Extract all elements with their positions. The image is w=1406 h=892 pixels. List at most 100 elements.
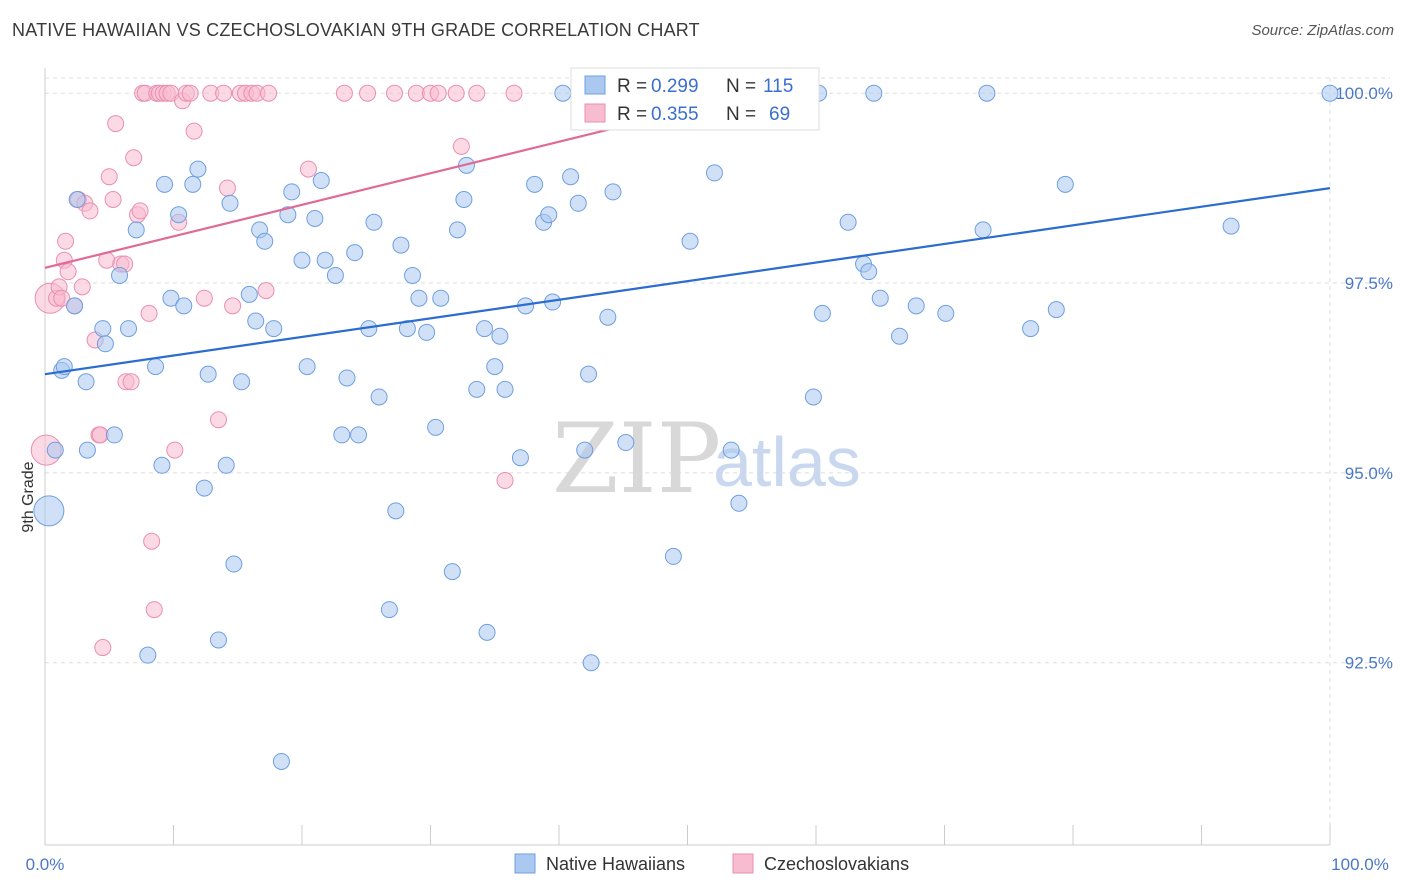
native-hawaiians-point bbox=[705, 164, 723, 182]
native-hawaiians-point bbox=[46, 441, 64, 459]
native-hawaiians-point bbox=[813, 304, 831, 322]
chart-title: NATIVE HAWAIIAN VS CZECHOSLOVAKIAN 9TH G… bbox=[12, 20, 700, 40]
native-hawaiians-point bbox=[279, 206, 297, 224]
legend-swatch-pink bbox=[584, 103, 606, 123]
czechoslovakians-point bbox=[53, 289, 71, 307]
native-hawaiians-point bbox=[860, 263, 878, 281]
native-hawaiians-point bbox=[175, 297, 193, 315]
legend-r-label-2: R = bbox=[617, 104, 647, 125]
y-tick-label: 92.5% bbox=[1345, 654, 1393, 673]
native-hawaiians-point bbox=[105, 426, 123, 444]
czechoslovakians-point bbox=[131, 202, 149, 220]
legend-r-value-1: 0.299 bbox=[651, 76, 699, 97]
native-hawaiians-point bbox=[427, 418, 445, 436]
native-hawaiians-point bbox=[468, 380, 486, 398]
czechoslovakians-point bbox=[140, 304, 158, 322]
native-hawaiians-point bbox=[120, 320, 138, 338]
native-hawaiians-point bbox=[256, 232, 274, 250]
native-hawaiians-point bbox=[370, 388, 388, 406]
native-hawaiians-point bbox=[526, 175, 544, 193]
native-hawaiians-point bbox=[730, 494, 748, 512]
native-hawaiians-point bbox=[68, 191, 86, 209]
native-hawaiians-point bbox=[293, 251, 311, 269]
czechoslovakians-point bbox=[447, 84, 465, 102]
legend-r-value-2: 0.355 bbox=[651, 104, 699, 125]
czechoslovakians-point bbox=[181, 84, 199, 102]
y-tick-labels: 92.5% 95.0% 97.5% 100.0% bbox=[1335, 84, 1393, 673]
native-hawaiians-point bbox=[617, 434, 635, 452]
y-tick-label: 95.0% bbox=[1345, 464, 1393, 483]
native-hawaiians-point bbox=[404, 266, 422, 284]
native-hawaiians-point bbox=[199, 365, 217, 383]
native-hawaiians-point bbox=[380, 601, 398, 619]
czechoslovakians-point bbox=[59, 263, 77, 281]
native-hawaiians-point bbox=[77, 373, 95, 391]
native-hawaiians-point bbox=[272, 752, 290, 770]
native-hawaiians-point bbox=[1222, 217, 1240, 235]
native-hawaiians-trendline bbox=[44, 187, 1331, 376]
native-hawaiians-point bbox=[283, 183, 301, 201]
native-hawaiians-point bbox=[247, 312, 265, 330]
native-hawaiians-point bbox=[94, 320, 112, 338]
czechoslovakians-point bbox=[215, 84, 233, 102]
czechoslovakians-point bbox=[100, 168, 118, 186]
czechoslovakians-point bbox=[468, 84, 486, 102]
czechoslovakians-point bbox=[359, 84, 377, 102]
czechoslovakians-point bbox=[145, 601, 163, 619]
bottom-legend-swatch-blue bbox=[514, 853, 536, 874]
native-hawaiians-point bbox=[265, 320, 283, 338]
czechoslovakians-point bbox=[195, 289, 213, 307]
czechoslovakians-point bbox=[452, 137, 470, 155]
native-hawaiians-point bbox=[66, 297, 84, 315]
native-hawaiians-point bbox=[139, 646, 157, 664]
native-hawaiians-point bbox=[455, 191, 473, 209]
native-hawaiians-point bbox=[576, 441, 594, 459]
native-hawaiians-point bbox=[326, 266, 344, 284]
czechoslovakians-point bbox=[260, 84, 278, 102]
native-hawaiians-point bbox=[338, 369, 356, 387]
x-tick-labels: 0.0% 100.0% bbox=[26, 855, 1389, 874]
czechoslovakians-point bbox=[386, 84, 404, 102]
czechoslovakians-point bbox=[224, 297, 242, 315]
native-hawaiians-point bbox=[312, 172, 330, 190]
native-hawaiians-point bbox=[978, 84, 996, 102]
czechoslovakians-point bbox=[91, 426, 109, 444]
czechoslovakians-point bbox=[57, 232, 75, 250]
native-hawaiians-point bbox=[225, 555, 243, 573]
native-hawaiians-point bbox=[221, 194, 239, 212]
y-tick-label: 100.0% bbox=[1335, 84, 1393, 103]
native-hawaiians-point bbox=[306, 209, 324, 227]
native-hawaiians-point bbox=[240, 285, 258, 303]
native-hawaiians-point bbox=[147, 358, 165, 376]
native-hawaiians-point bbox=[233, 373, 251, 391]
native-hawaiians-point bbox=[217, 456, 235, 474]
native-hawaiians-point bbox=[554, 84, 572, 102]
series-czechoslovakians bbox=[30, 84, 745, 657]
native-hawaiians-point bbox=[78, 441, 96, 459]
native-hawaiians-point bbox=[937, 304, 955, 322]
native-hawaiians-point bbox=[681, 232, 699, 250]
czechoslovakians-point bbox=[107, 115, 125, 133]
native-hawaiians-point bbox=[475, 320, 493, 338]
legend-r-label-1: R = bbox=[617, 76, 647, 97]
native-hawaiians-point bbox=[580, 365, 598, 383]
czechoslovakians-point bbox=[73, 278, 91, 296]
czechoslovakians-point bbox=[185, 122, 203, 140]
native-hawaiians-point bbox=[184, 175, 202, 193]
watermark-atlas: atlas bbox=[713, 423, 861, 501]
native-hawaiians-point bbox=[839, 213, 857, 231]
czechoslovakians-point bbox=[94, 639, 112, 657]
native-hawaiians-point bbox=[562, 168, 580, 186]
native-hawaiians-point bbox=[804, 388, 822, 406]
native-hawaiians-point bbox=[387, 502, 405, 520]
czechoslovakians-point bbox=[209, 411, 227, 429]
native-hawaiians-point bbox=[432, 289, 450, 307]
native-hawaiians-point bbox=[511, 449, 529, 467]
native-hawaiians-point bbox=[333, 426, 351, 444]
native-hawaiians-point bbox=[127, 221, 145, 239]
native-hawaiians-point bbox=[1047, 301, 1065, 319]
native-hawaiians-point bbox=[871, 289, 889, 307]
native-hawaiians-point bbox=[418, 323, 436, 341]
czechoslovakians-point bbox=[257, 282, 275, 300]
